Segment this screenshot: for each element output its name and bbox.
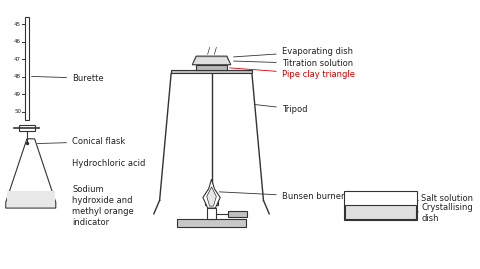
Text: Pipe clay triangle: Pipe clay triangle <box>230 68 355 79</box>
Polygon shape <box>7 191 55 207</box>
Text: Sodium
hydroxide and
methyl orange
indicator: Sodium hydroxide and methyl orange indic… <box>72 185 134 227</box>
Text: Bunsen burner: Bunsen burner <box>219 192 344 201</box>
Text: 48: 48 <box>14 75 21 79</box>
Text: 47: 47 <box>14 57 21 62</box>
Polygon shape <box>192 56 231 65</box>
Bar <box>19 125 35 131</box>
Bar <box>228 211 247 217</box>
Bar <box>196 65 227 70</box>
Bar <box>345 205 416 219</box>
Polygon shape <box>6 139 56 208</box>
Text: 49: 49 <box>14 92 21 97</box>
Bar <box>177 219 246 227</box>
Text: Tripod: Tripod <box>255 105 307 114</box>
Text: Conical flask: Conical flask <box>37 137 125 146</box>
Text: 46: 46 <box>14 39 21 44</box>
Bar <box>344 191 417 220</box>
Polygon shape <box>193 58 230 64</box>
Text: 50: 50 <box>14 109 21 114</box>
Bar <box>171 70 252 73</box>
Text: Salt solution: Salt solution <box>417 194 473 203</box>
Bar <box>207 208 216 219</box>
Text: Hydrochloric acid: Hydrochloric acid <box>72 159 145 168</box>
Polygon shape <box>207 187 216 206</box>
Bar <box>25 17 29 120</box>
Text: Crystallising
dish: Crystallising dish <box>417 203 473 222</box>
Text: Titration solution: Titration solution <box>234 59 353 68</box>
Polygon shape <box>203 179 220 208</box>
Text: Burette: Burette <box>32 74 104 83</box>
Text: 45: 45 <box>14 22 21 27</box>
Text: Evaporating dish: Evaporating dish <box>234 47 353 57</box>
Bar <box>205 197 218 205</box>
